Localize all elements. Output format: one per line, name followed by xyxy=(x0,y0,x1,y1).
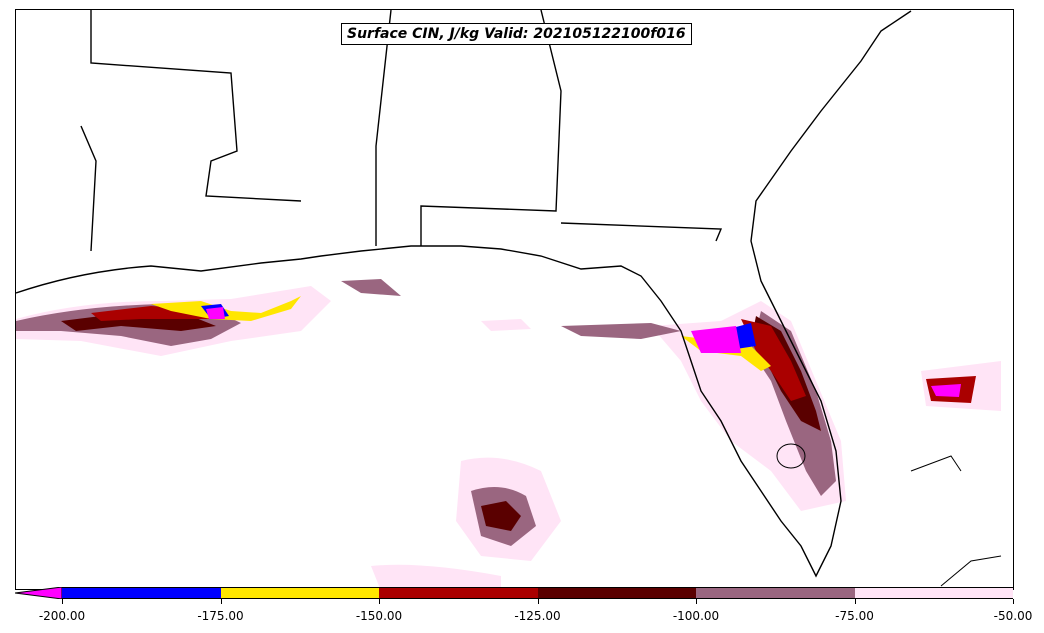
cin-area-magenta-gulf-north xyxy=(206,307,225,319)
cin-area-magenta-florida xyxy=(691,326,741,353)
colorbar-tick-label: -100.00 xyxy=(672,609,720,623)
colorbar-segment xyxy=(379,587,538,599)
cin-area-pink-bottom xyxy=(371,564,501,589)
state-line-ms-al xyxy=(375,10,392,246)
cin-area-yellow-gulf-north xyxy=(151,296,301,321)
colorbar-extend-min xyxy=(15,587,62,599)
coastline-gulf xyxy=(16,10,912,578)
colorbar-tick-label: -125.00 xyxy=(514,609,561,623)
cin-area-mauve-northwest xyxy=(341,279,401,296)
cin-map xyxy=(16,10,1002,589)
map-panel: Surface CIN, J/kg Valid: 202105122100f01… xyxy=(15,9,1014,590)
cin-area-pink-central xyxy=(481,319,531,331)
colorbar-tick-label: -150.00 xyxy=(355,609,403,623)
colorbar-tick xyxy=(1013,599,1014,604)
state-line-ga-fl xyxy=(560,222,723,242)
colorbar-tick-label: -175.00 xyxy=(197,609,244,623)
cuba-coast xyxy=(940,555,1002,587)
cin-area-darkred-gulf-south xyxy=(481,501,521,531)
colorbar-tick xyxy=(379,599,380,604)
colorbar-tick-label: -75.00 xyxy=(835,609,874,623)
cin-area-red-florida xyxy=(741,319,806,401)
colorbar-tick xyxy=(62,599,63,604)
colorbar-segment xyxy=(62,587,221,599)
state-line-al-ga xyxy=(420,10,562,246)
colorbar-tick-label: -50.00 xyxy=(993,609,1033,623)
lake-okeechobee xyxy=(776,443,806,469)
colorbar-segment xyxy=(220,587,379,599)
colorbar xyxy=(15,587,1014,604)
cin-area-magenta-atlantic xyxy=(931,384,961,397)
colorbar-segment xyxy=(696,587,855,599)
state-line-la-ms xyxy=(90,10,302,202)
boundaries xyxy=(16,10,912,578)
bahamas-island xyxy=(910,455,962,472)
colorbar-tick xyxy=(696,599,697,604)
colorbar-tick xyxy=(220,599,222,604)
cin-shading xyxy=(16,279,1001,589)
cin-area-mauve-coast xyxy=(561,323,681,339)
colorbar-tick-label: -200.00 xyxy=(38,609,86,623)
colorbar-segment xyxy=(537,587,696,599)
colorbar-segment xyxy=(854,587,1013,599)
islands xyxy=(776,443,1002,587)
map-title: Surface CIN, J/kg Valid: 202105122100f01… xyxy=(341,23,692,45)
colorbar-tick xyxy=(537,599,539,604)
state-line-la-ar xyxy=(80,125,97,252)
colorbar-tick xyxy=(854,599,856,604)
